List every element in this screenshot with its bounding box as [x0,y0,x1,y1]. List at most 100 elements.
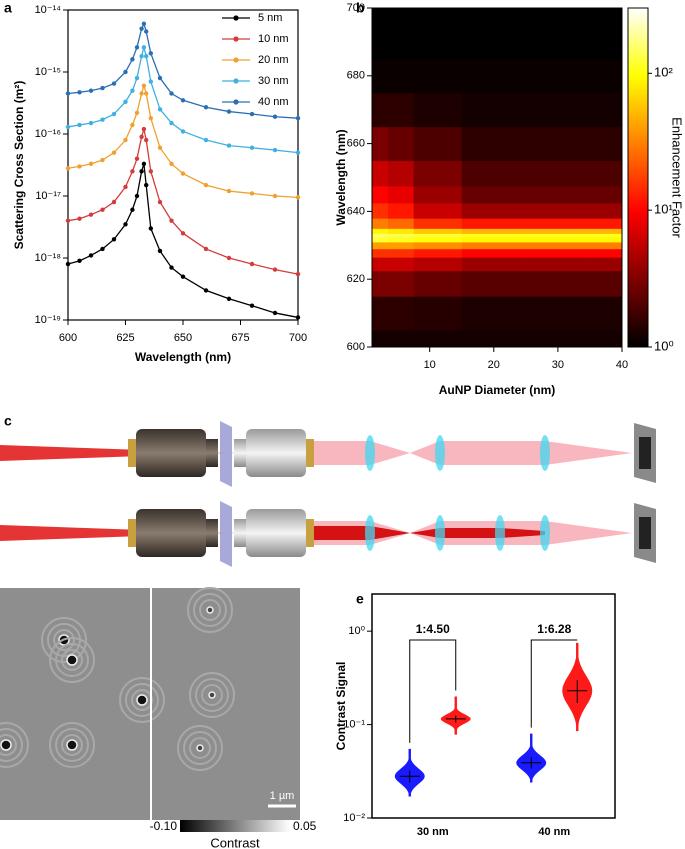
data-point [134,110,140,115]
heatmap-cell [461,160,527,187]
heatmap-cell [372,185,389,204]
data-point [65,124,71,130]
heatmap-cell [525,296,591,331]
data-point [111,81,117,86]
heatmap-cell [461,8,527,26]
x-tick-label: 650 [174,332,192,344]
data-point [123,69,128,75]
heatmap-cell [413,233,463,238]
y-tick-label: 620 [347,273,365,285]
heatmap-cell [525,8,591,26]
particle [206,606,214,614]
data-point [130,122,135,128]
y-tick-label: 700 [347,2,365,14]
interference-ring [177,725,223,771]
data-point [144,182,149,188]
data-point [180,231,186,236]
data-point [249,191,255,196]
data-point [123,137,128,143]
heatmap-cell [372,270,389,297]
heatmap-cell [525,92,591,128]
heatmap-cell [589,233,623,238]
bracket [409,639,457,743]
data-point [169,120,174,126]
series-line [67,163,299,319]
heatmap-cell [372,228,389,234]
y-axis-label: Contrast Signal [334,662,348,751]
heatmap-cell [413,24,463,60]
y-tick-label: 10⁻¹ [343,718,365,730]
heatmap-cell [461,257,527,272]
heatmap-cell [372,126,389,162]
data-point [203,137,209,143]
interference-ring [187,587,233,633]
legend-label: 10 nm [258,33,289,45]
data-point [77,122,82,128]
heatmap-cell [413,160,463,187]
heatmap-cell [589,8,623,26]
laser-beam [0,445,225,461]
data-point [139,91,144,96]
legend-marker [233,36,239,42]
y-tick-label: 660 [347,138,365,150]
heatmap-cell [388,241,415,250]
colorbar [180,820,290,832]
interference-ring [119,677,165,723]
x-tick-label: 700 [289,332,307,344]
data-point [148,51,153,56]
data-point [226,255,232,261]
legend-label: 5 nm [258,12,282,24]
interference-ring [55,643,89,677]
data-point [134,193,140,199]
data-point [88,161,94,167]
heatmap-cell [413,8,463,26]
particle [136,694,148,706]
heatmap-cell [525,58,591,94]
x-tick-label: 20 [488,359,500,371]
interference-ring [0,722,29,768]
heatmap-cell [413,92,463,128]
y-tick-label: 10⁰ [348,625,365,637]
heatmap-cell [413,248,463,258]
data-point [169,218,174,223]
reference-beam [305,526,545,540]
heatmap-cell [372,92,389,128]
sample-slide [220,421,232,487]
heatmap-cell [372,24,389,60]
heatmap-cell [589,185,623,204]
data-point [130,169,135,174]
heatmap-cell [388,58,415,94]
heatmap-cell [372,296,389,331]
heatmap-cell [388,228,415,234]
plot-frame [371,7,623,348]
heatmap-cell [372,257,389,272]
heatmap-cell [461,24,527,60]
heatmap-cell [461,185,527,204]
data-point [123,184,128,190]
heatmap-cell [388,248,415,258]
legend-marker [233,99,239,105]
interference-ring [0,734,17,756]
heatmap-cell [461,126,527,162]
interference-ring [199,599,221,621]
interference-ring [55,728,89,762]
heatmap-cell [589,241,623,250]
objective-ring [306,439,314,467]
data-point [148,115,153,121]
heatmap-cell [413,126,463,162]
heatmap-cell [525,270,591,297]
heatmap-cell [413,228,463,234]
colorbar-tick-label: 10² [654,65,673,80]
data-point [100,117,105,122]
data-point [134,156,140,161]
data-point [65,166,71,171]
scattered-beam [230,441,632,465]
particle [66,739,78,751]
data-point [272,147,278,153]
data-point [157,199,163,205]
heatmap-cell [461,218,527,229]
data-point [295,271,301,277]
heatmap-cell [461,58,527,94]
colorbar-tick-label: 10¹ [654,202,673,217]
